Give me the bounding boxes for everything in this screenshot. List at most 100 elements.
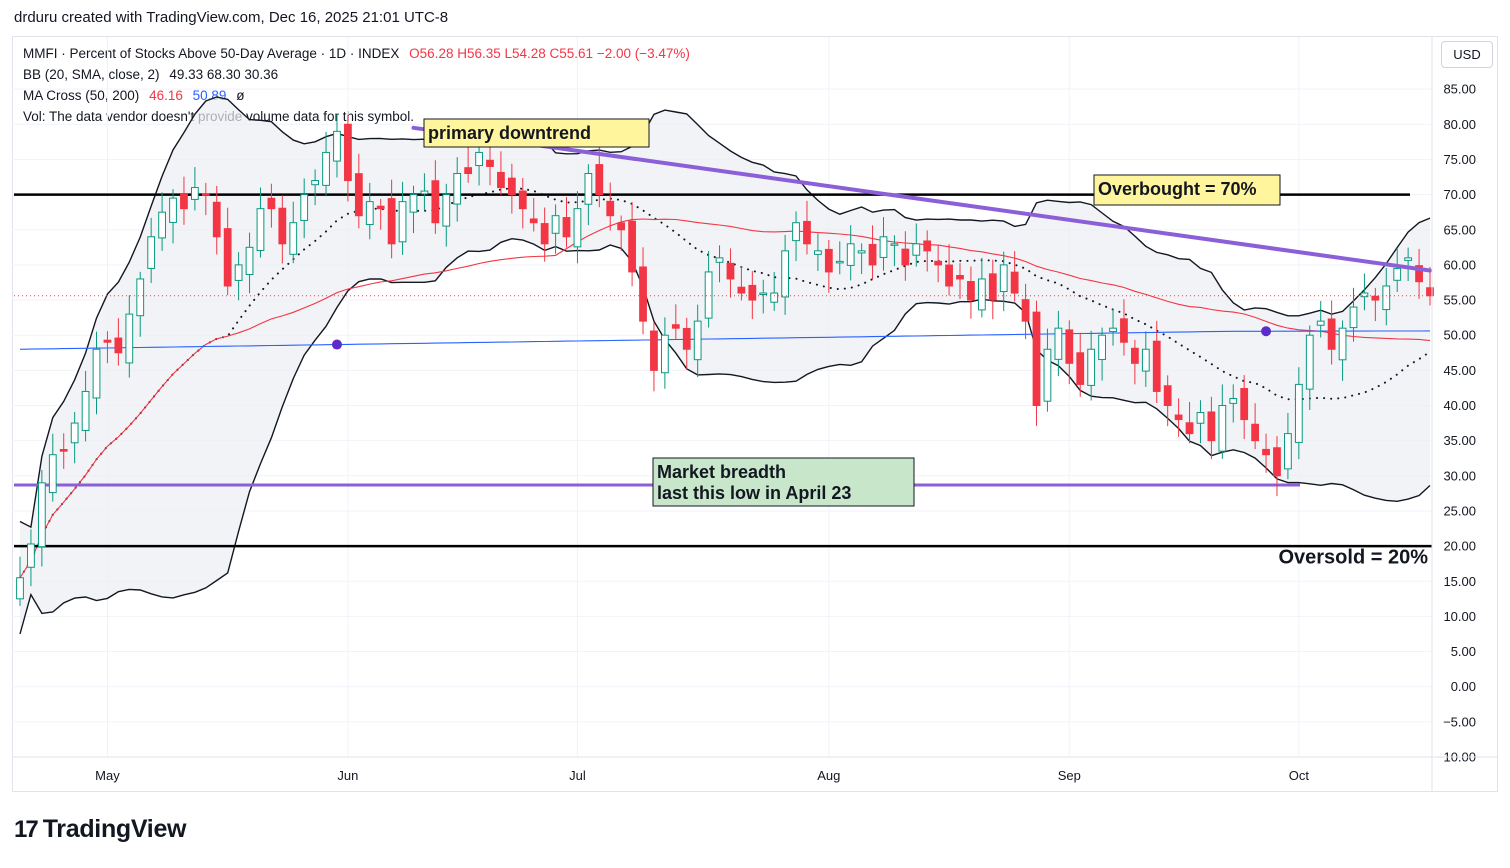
annotation-primary-downtrend-box: [423, 118, 650, 148]
candle: [573, 208, 582, 248]
candle: [245, 246, 254, 275]
candle: [1196, 412, 1205, 424]
candle: [792, 222, 800, 242]
candle: [835, 260, 844, 264]
candle: [628, 220, 636, 273]
annotation-overbought-box: [1093, 174, 1281, 206]
time-tick-label: Aug: [817, 768, 840, 783]
candle: [1393, 267, 1402, 281]
time-tick-label: Jun: [337, 768, 358, 783]
candle: [1371, 295, 1380, 301]
candle: [846, 243, 855, 266]
candle: [540, 223, 549, 245]
candle: [1109, 327, 1117, 333]
time-axis: MayJunJulAugSepOctNovDec: [95, 768, 1310, 783]
candle: [1262, 448, 1270, 456]
candle: [475, 151, 483, 167]
candle: [529, 218, 538, 224]
candle: [1284, 433, 1292, 470]
legend-ma-row[interactable]: MA Cross (50, 200) 46.16 50.89 ø: [23, 88, 244, 103]
price-tick-label: 10.00: [1443, 609, 1476, 624]
candle: [27, 543, 35, 568]
candle: [103, 339, 112, 343]
ma-cross-marker: [331, 339, 342, 350]
candle: [617, 222, 626, 231]
tradingview-mark-icon: 17: [14, 815, 39, 843]
price-tick-label: 30.00: [1443, 468, 1476, 483]
annotation-primary-downtrend-text: primary downtrend: [428, 123, 591, 143]
candle: [1087, 348, 1096, 386]
price-tick-label: −5.00: [1443, 714, 1476, 729]
price-tick-label: 15.00: [1443, 574, 1476, 589]
candle: [256, 208, 265, 251]
candle: [1207, 411, 1216, 442]
legend-symbol-row[interactable]: MMFI · Percent of Stocks Above 50-Day Av…: [23, 46, 690, 61]
candle: [1360, 292, 1369, 298]
tradingview-logo[interactable]: 17 TradingView: [14, 815, 187, 844]
candle: [1174, 414, 1183, 421]
candle: [1098, 334, 1106, 361]
candle: [999, 264, 1008, 293]
legend-ohlc: O56.28 H56.35 L54.28 C55.61 −2.00 (−3.47…: [409, 46, 690, 61]
price-tick-label: 20.00: [1443, 539, 1476, 554]
candle: [344, 123, 352, 182]
time-tick-label: Oct: [1289, 768, 1310, 783]
candle: [857, 250, 866, 254]
price-tick-label: 65.00: [1443, 222, 1476, 237]
bollinger-lower-band: [19, 237, 1431, 635]
candle: [824, 248, 833, 273]
candle: [497, 171, 505, 189]
annotation-oversold: Oversold = 20%: [1278, 547, 1428, 569]
candle: [1010, 271, 1019, 294]
candle: [912, 243, 921, 256]
bollinger-upper-band: [19, 96, 1431, 529]
candle: [956, 275, 964, 280]
candle: [158, 211, 166, 239]
candle: [48, 454, 57, 494]
candle: [1316, 320, 1325, 326]
candle: [988, 273, 997, 301]
candle: [1185, 422, 1194, 435]
candle: [967, 281, 975, 301]
candle: [420, 190, 429, 195]
downtrend-line: [411, 125, 1432, 273]
candles: [16, 113, 1434, 606]
candle: [682, 327, 691, 350]
annotation-overbought-text: Overbought = 70%: [1098, 179, 1257, 199]
candle: [114, 337, 123, 354]
price-tick-label: 25.00: [1443, 503, 1476, 518]
chart-frame: [12, 36, 1498, 792]
candle: [92, 348, 101, 399]
annotation-primary-downtrend: primary downtrend: [423, 118, 650, 148]
candle: [267, 197, 276, 210]
candle: [1305, 334, 1314, 390]
legend-ma-label[interactable]: MA Cross (50, 200): [23, 88, 140, 103]
candle: [486, 159, 494, 167]
candle: [606, 200, 615, 217]
time-tick-label: Sep: [1058, 768, 1081, 783]
legend-symbol[interactable]: MMFI · Percent of Stocks Above 50-Day Av…: [23, 46, 400, 61]
candle: [398, 201, 407, 243]
ma200-line: [19, 330, 1431, 350]
candle: [16, 577, 24, 600]
time-tick-label: Jul: [569, 768, 586, 783]
candle: [1054, 327, 1063, 360]
currency-button[interactable]: USD: [1441, 41, 1493, 68]
candle: [1294, 383, 1303, 443]
candle: [715, 257, 724, 263]
candle: [431, 180, 440, 224]
legend-bb-values: 49.33 68.30 30.36: [169, 67, 279, 82]
bollinger-fill: [20, 97, 1430, 634]
price-tick-label: 75.00: [1443, 152, 1476, 167]
legend-bb-label[interactable]: BB (20, SMA, close, 2): [23, 67, 160, 82]
legend-bb-row[interactable]: BB (20, SMA, close, 2) 49.33 68.30 30.36: [23, 67, 278, 82]
candle: [278, 207, 287, 245]
price-tick-label: 55.00: [1443, 293, 1476, 308]
candle: [759, 292, 768, 296]
candle: [803, 220, 811, 245]
candle: [147, 236, 156, 269]
candle: [1032, 311, 1041, 406]
candle: [737, 286, 746, 294]
candle: [934, 260, 943, 266]
